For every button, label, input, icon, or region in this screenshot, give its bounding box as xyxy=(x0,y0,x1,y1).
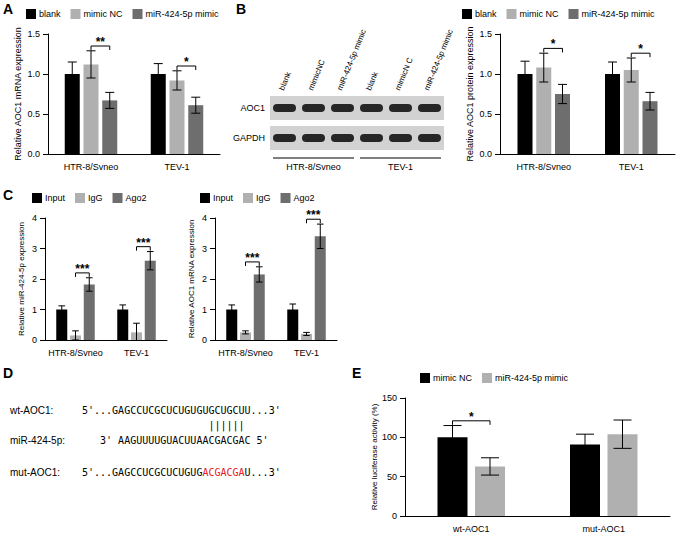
svg-text:C: C xyxy=(3,187,13,203)
svg-text:HTR-8/Svneo: HTR-8/Svneo xyxy=(218,348,273,358)
svg-text:3: 3 xyxy=(32,244,37,254)
svg-text:HTR-8/Svneo: HTR-8/Svneo xyxy=(64,162,119,172)
svg-text:mimicNC: mimicNC xyxy=(306,58,327,92)
svg-text:**: ** xyxy=(96,35,106,49)
svg-text:blank: blank xyxy=(475,9,497,19)
svg-text:0: 0 xyxy=(32,335,37,345)
svg-text:Relative AOC1 mRNA expression: Relative AOC1 mRNA expression xyxy=(13,27,23,161)
svg-text:1.0: 1.0 xyxy=(27,69,40,79)
svg-text:Relative AOC1 mRNA expression: Relative AOC1 mRNA expression xyxy=(187,220,196,339)
svg-text:TEV-1: TEV-1 xyxy=(388,162,413,172)
svg-text:1.0: 1.0 xyxy=(479,69,492,79)
svg-text:1.5: 1.5 xyxy=(479,29,492,39)
svg-text:*: * xyxy=(184,55,189,69)
svg-text:0.0: 0.0 xyxy=(27,149,40,159)
svg-text:TEV-1: TEV-1 xyxy=(294,348,319,358)
svg-text:wt-AOC1: wt-AOC1 xyxy=(452,524,490,534)
svg-text:E: E xyxy=(352,365,361,381)
svg-text:2: 2 xyxy=(32,274,37,284)
svg-text:Ago2: Ago2 xyxy=(126,193,147,203)
svg-text:4: 4 xyxy=(32,213,37,223)
svg-text:mimicN C: mimicN C xyxy=(393,56,414,92)
svg-text:4: 4 xyxy=(202,213,207,223)
svg-text:TEV-1: TEV-1 xyxy=(619,162,644,172)
svg-text:IgG: IgG xyxy=(88,193,103,203)
svg-text:mut-AOC1:: mut-AOC1: xyxy=(10,467,60,478)
svg-text:0: 0 xyxy=(202,335,207,345)
svg-text:0: 0 xyxy=(392,511,397,521)
svg-text:150: 150 xyxy=(382,393,397,403)
svg-text:||||||: |||||| xyxy=(208,420,244,432)
svg-text:1.5: 1.5 xyxy=(27,29,40,39)
svg-text:AOC1: AOC1 xyxy=(240,103,265,113)
svg-text:***: *** xyxy=(75,262,89,276)
svg-text:HTR-8/Svneo: HTR-8/Svneo xyxy=(286,162,341,172)
svg-text:5'...GAGCCUCGCUCUGUG: 5'...GAGCCUCGCUCUGUG xyxy=(82,467,202,478)
svg-text:A: A xyxy=(3,1,13,17)
svg-text:3: 3 xyxy=(202,244,207,254)
svg-text:miR-424-5p mimic: miR-424-5p mimic xyxy=(422,28,455,91)
svg-text:0.5: 0.5 xyxy=(479,109,492,119)
svg-text:miR-424-5p mimic: miR-424-5p mimic xyxy=(335,28,368,91)
svg-text:TEV-1: TEV-1 xyxy=(124,348,149,358)
svg-text:blank: blank xyxy=(364,71,380,92)
svg-text:mimic NC: mimic NC xyxy=(84,9,123,19)
svg-text:*: * xyxy=(469,410,474,424)
svg-text:HTR-8/Svneo: HTR-8/Svneo xyxy=(48,348,103,358)
svg-text:blank: blank xyxy=(39,9,61,19)
svg-text:2: 2 xyxy=(202,274,207,284)
svg-text:IgG: IgG xyxy=(256,193,271,203)
svg-text:Input: Input xyxy=(45,193,66,203)
svg-text:ACGACGA: ACGACGA xyxy=(202,467,244,478)
svg-text:3' AAGUUUUGUACUUAACGACGAC 5': 3' AAGUUUUGUACUUAACGACGAC 5' xyxy=(100,435,269,446)
svg-text:0.5: 0.5 xyxy=(27,109,40,119)
svg-text:GAPDH: GAPDH xyxy=(233,133,265,143)
svg-text:***: *** xyxy=(136,236,150,250)
svg-text:D: D xyxy=(3,365,13,381)
svg-text:5'...GAGCCUCGCUCUGUGUGCUGCUU..: 5'...GAGCCUCGCUCUGUGUGCUGCUU...3' xyxy=(82,405,281,416)
svg-text:mimic NC: mimic NC xyxy=(520,9,559,19)
svg-text:blank: blank xyxy=(277,71,293,92)
svg-text:0.0: 0.0 xyxy=(479,149,492,159)
svg-text:Relative miR-424-5p expression: Relative miR-424-5p expression xyxy=(17,222,26,336)
svg-text:100: 100 xyxy=(382,432,397,442)
svg-text:TEV-1: TEV-1 xyxy=(164,162,189,172)
svg-text:Input: Input xyxy=(213,193,234,203)
svg-text:*: * xyxy=(638,42,643,56)
svg-text:miR-424-5p mimic: miR-424-5p mimic xyxy=(495,373,569,383)
svg-text:***: *** xyxy=(306,208,320,222)
svg-text:wt-AOC1:: wt-AOC1: xyxy=(9,405,53,416)
svg-text:miR-424-5p mimic: miR-424-5p mimic xyxy=(146,9,220,19)
svg-text:HTR-8/Svneo: HTR-8/Svneo xyxy=(516,162,571,172)
svg-text:1: 1 xyxy=(32,305,37,315)
svg-text:Ago2: Ago2 xyxy=(294,193,315,203)
svg-text:U...3': U...3' xyxy=(245,467,281,478)
svg-text:***: *** xyxy=(245,251,259,265)
svg-text:mimic NC: mimic NC xyxy=(433,373,472,383)
svg-text:B: B xyxy=(236,1,246,17)
svg-text:Relative AOC1 protein expressi: Relative AOC1 protein expression xyxy=(465,26,475,161)
svg-text:mut-AOC1: mut-AOC1 xyxy=(582,524,625,534)
svg-text:miR-424-5p mimic: miR-424-5p mimic xyxy=(582,9,656,19)
svg-text:miR-424-5p:: miR-424-5p: xyxy=(10,435,65,446)
svg-text:50: 50 xyxy=(387,472,397,482)
svg-text:*: * xyxy=(551,37,556,51)
svg-text:Relative luciferase activity (: Relative luciferase activity (%) xyxy=(370,403,379,510)
svg-text:1: 1 xyxy=(202,305,207,315)
